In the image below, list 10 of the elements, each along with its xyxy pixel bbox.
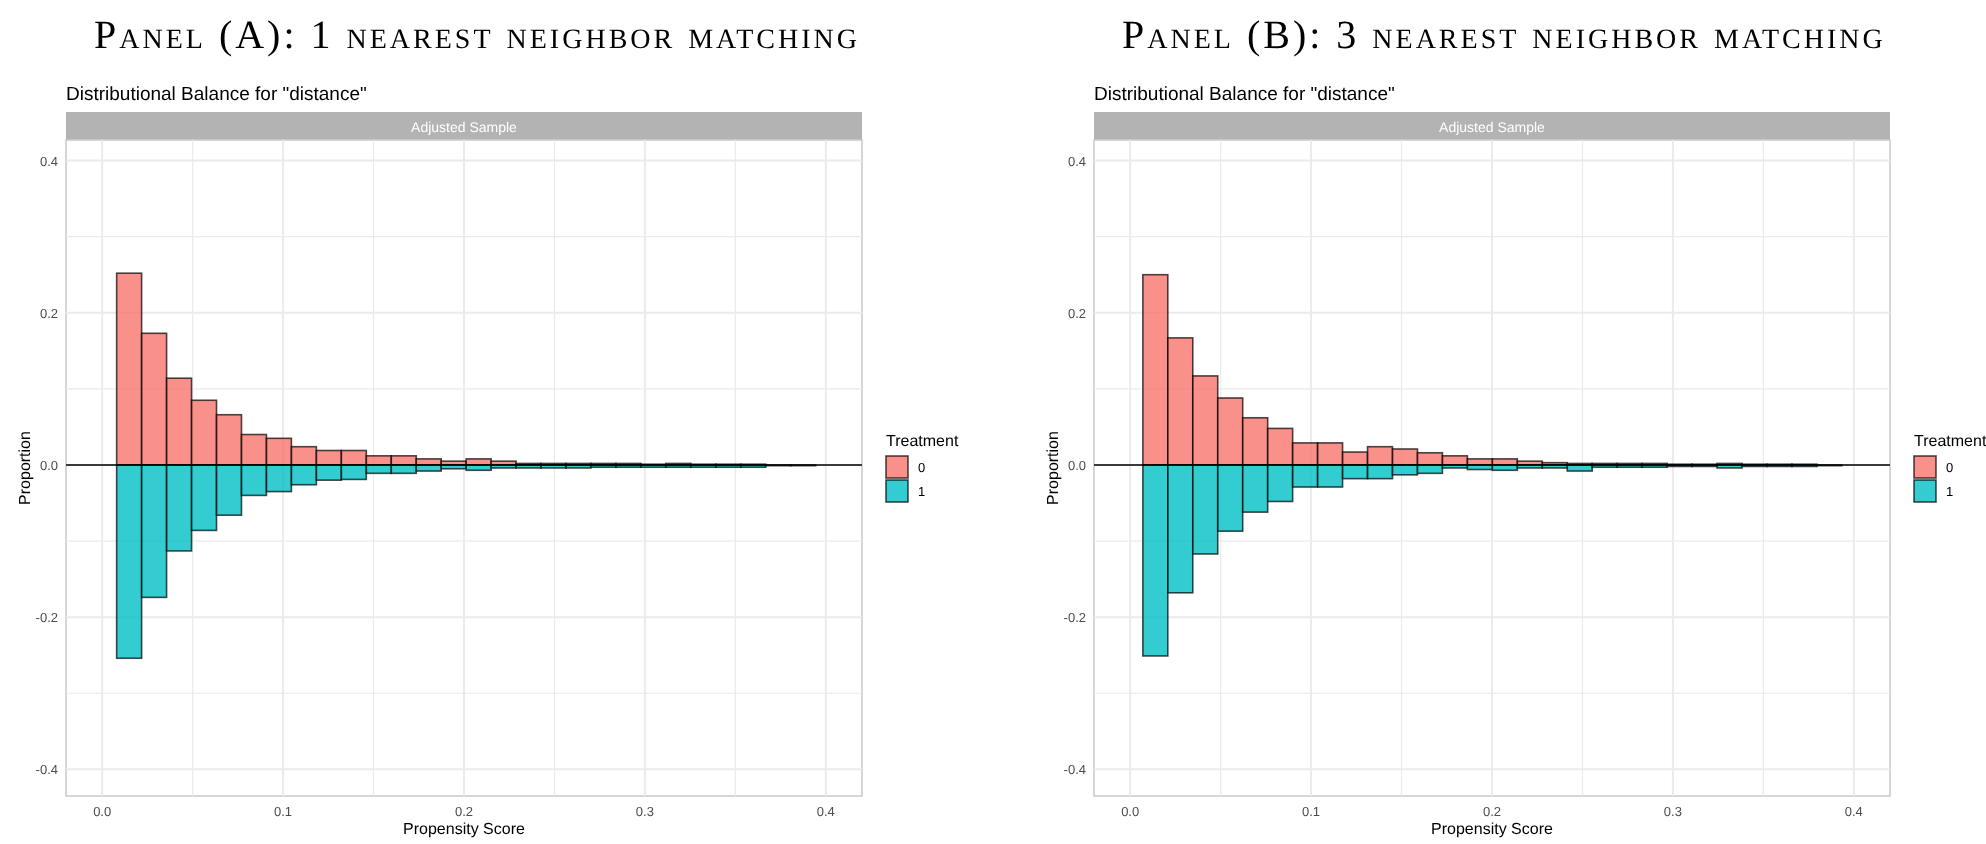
chart-subtitle: Distributional Balance for "distance" — [66, 84, 367, 106]
x-axis-title: Propensity Score — [403, 820, 527, 838]
x-axis-title: Propensity Score — [1431, 820, 1555, 838]
legend-title: Treatment — [1914, 432, 1986, 450]
legend-title: Treatment — [886, 432, 960, 450]
y-axis-title: Proportion — [1044, 431, 1062, 505]
y-axis-title: Proportion — [16, 431, 34, 505]
chart-subtitle: Distributional Balance for "distance" — [1094, 84, 1395, 106]
chart-title: Panel (A): 1 nearest neighbor matching — [94, 14, 860, 58]
chart-title: Panel (B): 3 nearest neighbor matching — [1122, 14, 1886, 58]
